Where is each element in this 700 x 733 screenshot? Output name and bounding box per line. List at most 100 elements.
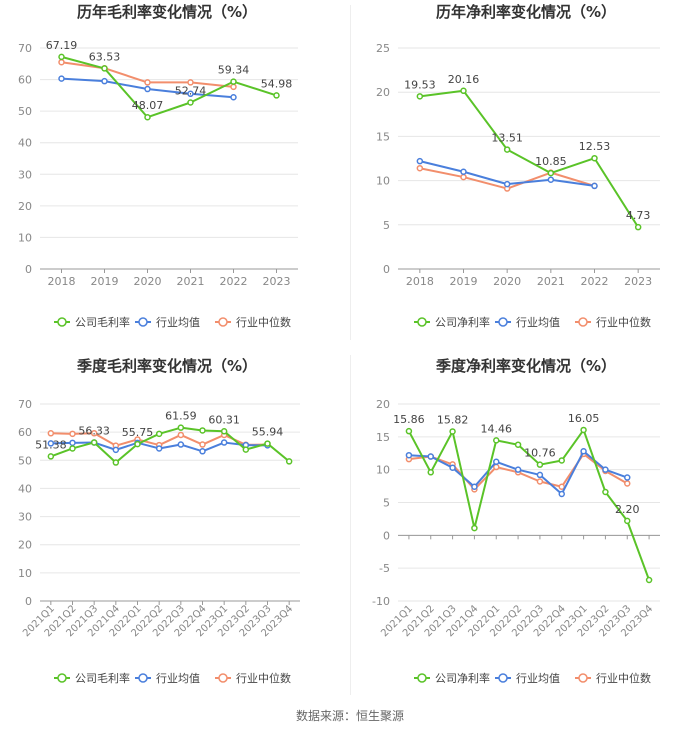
- data-point: [220, 428, 228, 435]
- y-tick-label: 0: [383, 263, 390, 276]
- data-label: 52.74: [175, 84, 207, 97]
- data-point: [558, 490, 565, 498]
- data-point: [580, 448, 587, 455]
- data-point: [514, 441, 522, 448]
- data-point: [634, 223, 642, 231]
- x-tick-label: 2023: [624, 275, 652, 288]
- data-point: [58, 58, 65, 66]
- data-point: [493, 458, 500, 466]
- data-point: [230, 78, 237, 85]
- legend-item: 行业均值: [135, 316, 200, 329]
- data-point: [416, 164, 424, 172]
- data-point: [58, 53, 65, 61]
- legend-item: 公司毛利率: [54, 671, 130, 685]
- data-point: [69, 430, 76, 438]
- data-point: [460, 173, 467, 181]
- y-tick-label: 50: [18, 105, 32, 118]
- legend-label: 行业均值: [156, 672, 200, 685]
- data-point: [177, 424, 185, 431]
- data-point: [264, 440, 271, 447]
- x-tick-label: 2021: [177, 275, 205, 288]
- data-point: [47, 453, 55, 460]
- data-point: [177, 441, 185, 448]
- legend-label: 行业中位数: [236, 315, 291, 329]
- data-point: [69, 445, 76, 452]
- series-line-0: [419, 89, 640, 228]
- y-tick-label: 5: [383, 219, 390, 232]
- data-label: 14.46: [481, 422, 513, 435]
- data-point: [199, 427, 206, 434]
- legend-item: 行业中位数: [215, 315, 291, 329]
- y-tick-label: 60: [18, 426, 32, 439]
- y-tick-label: 20: [18, 539, 32, 552]
- data-point: [101, 65, 108, 72]
- y-tick-label: 30: [18, 511, 32, 524]
- x-tick-label: 2020: [134, 275, 162, 288]
- data-label: 15.82: [437, 413, 469, 426]
- legend-label: 公司净利率: [435, 671, 490, 685]
- legend-marker: [138, 317, 148, 327]
- y-tick-label: 20: [376, 398, 390, 411]
- data-point: [493, 437, 500, 444]
- data-point: [273, 92, 280, 99]
- series-line-0: [408, 428, 651, 581]
- data-point: [230, 94, 237, 101]
- data-point: [220, 439, 228, 446]
- data-point: [558, 457, 565, 464]
- data-point: [460, 87, 467, 95]
- data-point: [69, 439, 76, 447]
- data-point: [591, 154, 598, 162]
- legend-label: 行业均值: [156, 316, 200, 329]
- legend-label: 公司净利率: [435, 315, 490, 329]
- x-tick-label: 2021: [537, 275, 565, 288]
- data-point: [155, 445, 163, 452]
- data-label: 4.73: [626, 209, 651, 222]
- data-label: 10.76: [524, 447, 556, 460]
- legend-label: 行业中位数: [236, 671, 291, 685]
- y-tick-label: 20: [18, 200, 32, 213]
- data-point: [602, 466, 609, 473]
- data-point: [199, 448, 206, 455]
- data-point: [580, 426, 587, 434]
- x-tick-label: 2022: [220, 275, 248, 288]
- data-label: 2.20: [615, 503, 640, 516]
- chart-title: 历年净利率变化情况（%）: [436, 3, 616, 21]
- data-point: [90, 439, 98, 446]
- data-point: [144, 79, 151, 86]
- x-tick-label: 2019: [450, 275, 478, 288]
- data-label: 20.16: [448, 73, 480, 86]
- chart-4: 季度净利率变化情况（%）-10-5051015202021Q12021Q2202…: [372, 357, 660, 685]
- data-label: 51.38: [35, 438, 67, 451]
- legend-item: 公司净利率: [414, 315, 490, 329]
- y-tick-label: 10: [376, 175, 390, 188]
- data-point: [199, 441, 206, 448]
- data-point: [427, 453, 434, 460]
- data-point: [427, 469, 434, 476]
- data-point: [112, 446, 120, 454]
- data-point: [187, 90, 194, 98]
- y-tick-label: 40: [18, 137, 32, 150]
- x-tick-label: 2020: [493, 275, 521, 288]
- legend-marker: [138, 673, 148, 683]
- data-label: 15.86: [393, 413, 425, 426]
- legend-marker: [57, 317, 67, 327]
- legend-item: 行业中位数: [215, 671, 291, 685]
- legend-item: 行业中位数: [575, 671, 651, 685]
- legend-label: 公司毛利率: [75, 671, 130, 685]
- data-point: [547, 176, 555, 183]
- legend-label: 行业中位数: [596, 671, 651, 685]
- x-tick-label: 2018: [406, 275, 434, 288]
- data-label: 56.33: [78, 424, 110, 437]
- y-tick-label: -10: [372, 595, 390, 608]
- data-label: 54.98: [261, 77, 293, 90]
- data-point: [144, 85, 151, 93]
- data-label: 16.05: [568, 412, 600, 425]
- data-point: [90, 430, 98, 437]
- chart-2: 历年净利率变化情况（%） 0 5 10 15 20 25 2018 2019 2020 2021 20…: [376, 3, 660, 329]
- y-tick-label: -5: [379, 562, 390, 575]
- data-label: 55.75: [122, 426, 154, 439]
- y-tick-label: 15: [376, 431, 390, 444]
- y-tick-label: 30: [18, 168, 32, 181]
- y-tick-label: 10: [18, 567, 32, 580]
- y-tick-label: 25: [376, 42, 390, 55]
